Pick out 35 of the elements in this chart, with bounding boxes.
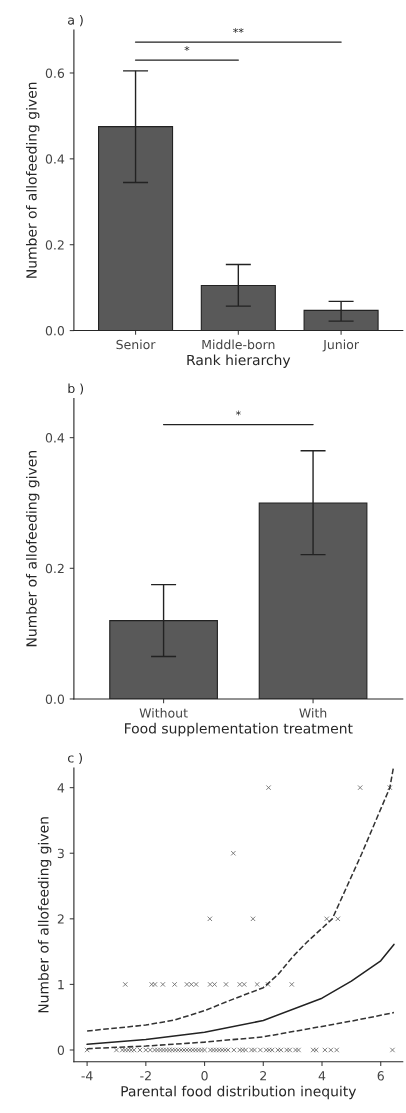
y-axis-title: Number of allofeeding given: [25, 82, 40, 278]
x-axis-title: Parental food distribution inequity: [121, 1085, 357, 1100]
y-tick-label: 0.2: [45, 240, 64, 250]
chart-title: a ): [68, 15, 83, 27]
y-tick-label: 0.0: [45, 694, 65, 704]
y-tick-label: 0.4: [45, 433, 65, 443]
x-tick-label: Without: [139, 707, 188, 718]
x-axis-title: Rank hierarchy: [187, 354, 291, 368]
x-tick-label: Middle-born: [202, 339, 275, 350]
y-tick-label: 0: [57, 1045, 65, 1055]
x-tick-label: -2: [140, 1071, 151, 1081]
y-tick-label: 3: [57, 848, 64, 859]
y-axis-title: Number of allofeeding given: [37, 817, 52, 1013]
chart-title: c ): [68, 752, 82, 765]
y-tick-label: 0.2: [45, 563, 64, 574]
annotation: *: [235, 410, 241, 416]
y-tick-label: 0.0: [45, 326, 65, 336]
annotation: *: [184, 45, 190, 52]
x-tick-label: Junior: [322, 339, 359, 352]
x-tick-label: Senior: [116, 339, 156, 350]
x-tick-label: -4: [81, 1071, 93, 1081]
y-tick-label: 0.4: [45, 154, 65, 164]
y-tick-label: 0.6: [45, 68, 65, 78]
x-tick-label: With: [299, 707, 327, 718]
x-tick-label: 4: [318, 1071, 326, 1081]
y-tick-label: 4: [57, 783, 65, 793]
y-tick-label: 1: [58, 980, 64, 990]
x-tick-label: 6: [377, 1071, 384, 1081]
x-tick-label: 0: [201, 1071, 208, 1081]
annotation: **: [233, 27, 244, 33]
y-tick-label: 2: [57, 914, 64, 924]
x-axis-title: Food supplementation treatment: [125, 722, 353, 737]
x-tick-label: 2: [260, 1071, 266, 1081]
y-axis-title: Number of allofeeding given: [25, 451, 40, 647]
chart-title: b ): [68, 383, 84, 395]
